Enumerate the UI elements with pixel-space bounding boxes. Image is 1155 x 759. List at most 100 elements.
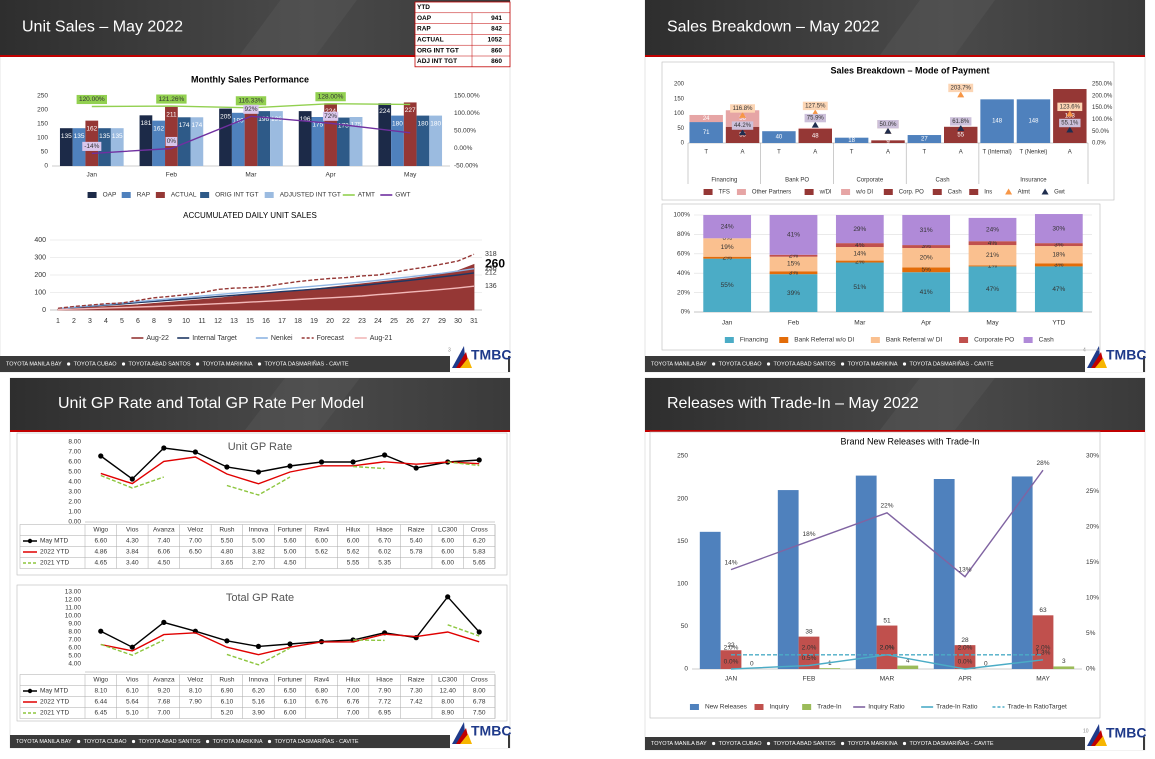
footer-dealer: TOYOTA DASMARIÑAS - CAVITE [275,738,359,745]
data-label: 205 [220,113,231,120]
point [129,644,135,650]
bar [699,531,721,669]
legend-label: Cash [1039,337,1055,344]
footer-bullet [840,741,845,746]
bar [876,625,898,669]
x-tick-label: MAR [880,676,895,683]
footer-bullet [766,362,771,366]
legend-label: Inquiry Ratio [868,704,905,711]
table-cell: 6.06 [158,549,171,556]
chart-title: Unit GP Rate [228,441,293,453]
data-label: 4% [855,242,865,249]
group-label: Corporate [856,178,883,184]
footer-bullet [205,739,210,744]
legend-label: Other Partners [752,190,791,196]
y2-tick-label: 150.0% [1092,105,1113,111]
legend-swatch [932,189,942,195]
data-label: 3% [789,269,799,276]
legend-label: Nenkei [271,335,293,342]
data-label: 4% [988,240,998,247]
label-box [731,121,754,130]
bar [1034,214,1083,244]
point [476,629,482,635]
point [287,641,293,647]
y-tick-label: 150 [674,96,685,102]
legend-swatch [841,189,851,195]
y-tick-label: 7.00 [68,637,81,644]
footer-dealer: TOYOTA DASMARIÑAS - CAVITE [910,740,994,747]
table-cell: 6.90 [221,688,234,695]
table-cell: 5.62 [347,549,360,556]
y-tick-label: 8.00 [68,439,81,446]
x-tick-label: Hilux [346,677,361,684]
x-tick-label: A [1068,150,1072,156]
x-tick-label: 24 [374,318,382,325]
bar [703,215,752,239]
data-label: 21% [986,252,999,259]
data-label: 2.0% [880,645,895,652]
table-cell: 6.95 [378,710,391,717]
line [57,272,475,310]
legend-swatch [802,704,812,710]
bar [834,137,869,143]
logo-text: TMBC [1106,347,1146,363]
legend-swatch [736,189,746,195]
x-tick-label: Veloz [187,527,203,534]
y-tick-label: 11.00 [65,605,81,612]
table-cell: 7.50 [473,710,486,717]
footer-bar [10,735,510,748]
y-tick-label: 1.00 [68,509,81,516]
data-label: 175 [351,122,362,129]
bar [1016,99,1051,143]
data-label: 224 [379,108,390,115]
data-label: 24 [703,116,710,122]
y2-tick-label: 20% [1086,524,1099,531]
x-tick-label: Hiace [376,677,393,684]
data-label: 148 [992,119,1003,125]
slide [644,377,1146,751]
x-tick-label: 1 [56,318,60,325]
data-label: 55% [721,282,734,289]
label-box [76,94,107,105]
bar [689,114,723,123]
data-label: 48 [812,133,819,139]
x-tick-label: Fortuner [278,527,303,534]
table-cell: 5.78 [410,549,423,556]
data-label: 224 [325,108,336,115]
y2-tick-label: 0.0% [1092,141,1106,147]
y2-tick-label: 200.0% [1092,93,1113,99]
data-label: 56 [739,116,746,122]
legend-label: ACTUAL [171,192,197,199]
bar [902,272,951,312]
table-cell: 9.20 [158,688,171,695]
data-label: 174 [191,122,202,129]
data-label: 3 [1062,658,1066,665]
chart-frame [661,61,1115,201]
label-box [315,92,346,102]
data-label: 211 [166,112,177,119]
logo-stripe [460,734,472,744]
y2-tick-label: 100.0% [1092,117,1113,123]
bar [1034,263,1083,267]
chart-frame [16,584,508,722]
table-cell: 5.55 [347,560,360,567]
data-label: 116.33% [238,98,263,105]
point [287,463,293,469]
x-tick-label: 6 [136,318,140,325]
data-label: 30% [1052,225,1065,232]
x-tick-label: Jan [722,320,733,327]
x-tick-label: 3 [88,318,92,325]
bar [152,120,166,166]
label-box [322,111,339,121]
x-tick-label: May [986,320,999,327]
data-label: 55.1% [1061,121,1079,127]
footer-dealer: TOYOTA CUBAO [719,741,763,747]
y-tick-label: 200 [674,82,685,88]
bar [311,117,325,166]
data-label: 2.0% [1036,645,1051,652]
legend-label: Inquiry [770,704,790,711]
data-label: 28 [961,637,969,644]
legend-label: w/o DI [855,190,873,196]
x-tick-label: A [959,150,963,156]
x-tick-label: Mar [854,320,866,327]
